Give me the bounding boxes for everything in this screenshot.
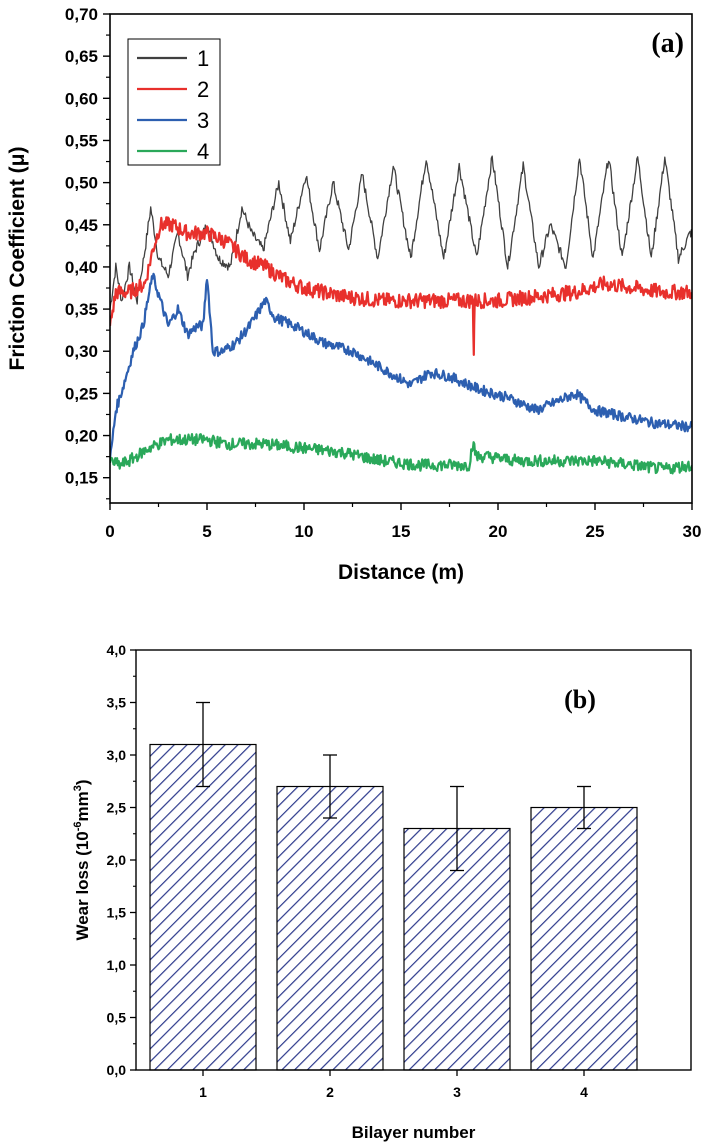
- x-tick-label: 3: [453, 1084, 461, 1100]
- y-tick-label: 0,65: [65, 47, 98, 66]
- y-tick-label: 1,5: [107, 905, 127, 921]
- plot-area: [110, 155, 692, 475]
- wear-loss-chart: 0,0 0,5 1,0 1,5 2,0 2,5 3,0 3,5 4,0 1 2 3 4 Bilayer n…: [72, 642, 692, 1142]
- x-tick-label: 15: [392, 522, 411, 541]
- legend-label-2: 2: [197, 77, 209, 102]
- y-axis-title-part: mm: [73, 791, 92, 821]
- y-axis-title-part: -6: [72, 821, 84, 831]
- y-tick-label: 3,5: [107, 695, 127, 711]
- series-line-3: [110, 272, 692, 460]
- y-tick-label: 0,50: [65, 174, 98, 193]
- y-tick-label: 0,15: [65, 469, 98, 488]
- legend-label-3: 3: [197, 108, 209, 133]
- y-axis-title-part: 3: [72, 785, 84, 791]
- y-tick-label: 4,0: [107, 642, 127, 658]
- legend-label-1: 1: [197, 46, 209, 71]
- y-axis-title-part: Wear loss (10: [73, 831, 92, 940]
- y-tick-label: 0,25: [65, 384, 98, 403]
- x-tick-label: 0: [105, 522, 114, 541]
- panel-label-b: (b): [564, 685, 596, 714]
- y-tick-label: 1,0: [107, 957, 127, 973]
- x-tick-label: 5: [202, 522, 211, 541]
- x-axis-title: Distance (m): [338, 561, 464, 584]
- y-tick-label: 0,60: [65, 89, 98, 108]
- legend: 1 2 3 4: [127, 38, 221, 166]
- y-axis-title-part: ): [73, 779, 92, 785]
- bar-4: [530, 806, 638, 1071]
- x-tick-label: 20: [489, 522, 508, 541]
- y-tick-label: 2,0: [107, 852, 127, 868]
- y-tick-label: 0,20: [65, 427, 98, 446]
- y-tick-label: 0,40: [65, 258, 98, 277]
- y-tick-label: 0,0: [107, 1062, 127, 1078]
- x-tick-label: 10: [295, 522, 314, 541]
- legend-box: [127, 38, 221, 166]
- friction-coefficient-chart: 0 5 10 15 20 25 30 0,15 0,20 0,25 0,30 0,35 0,40 0,45…: [6, 5, 702, 584]
- y-tick-label: 0,45: [65, 216, 98, 235]
- x-tick-label: 2: [326, 1084, 334, 1100]
- panel-label-a: (a): [651, 28, 684, 59]
- y-axis-title: Friction Coefficient (μ): [6, 146, 29, 370]
- x-tick-label: 25: [586, 522, 605, 541]
- bar-2: [276, 785, 384, 1071]
- x-tick-label: 4: [580, 1084, 588, 1100]
- y-tick-label: 0,30: [65, 342, 98, 361]
- y-tick-label: 0,55: [65, 131, 98, 150]
- y-tick-label: 0,5: [107, 1010, 127, 1026]
- x-tick-label: 30: [683, 522, 702, 541]
- x-tick-label: 1: [199, 1084, 207, 1100]
- series-line-2: [110, 216, 692, 356]
- series-line-4: [110, 433, 692, 475]
- y-tick-label: 2,5: [107, 800, 127, 816]
- x-axis-title: Bilayer number: [352, 1123, 476, 1142]
- y-tick-label: 0,35: [65, 300, 98, 319]
- y-tick-label: 0,70: [65, 5, 98, 24]
- bar-1: [149, 743, 257, 1071]
- y-tick-label: 3,0: [107, 747, 127, 763]
- y-axis-title: Wear loss (10-6mm3): [72, 779, 92, 940]
- legend-label-4: 4: [197, 139, 209, 164]
